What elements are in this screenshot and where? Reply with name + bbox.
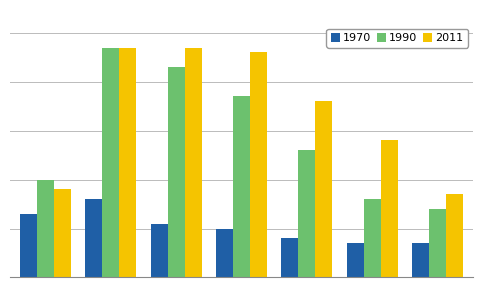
- Legend: 1970, 1990, 2011: 1970, 1990, 2011: [327, 29, 468, 48]
- Bar: [168, 67, 185, 277]
- Bar: [446, 194, 463, 277]
- Bar: [381, 140, 398, 277]
- Bar: [102, 48, 119, 277]
- Bar: [364, 199, 381, 277]
- Bar: [429, 209, 446, 277]
- Bar: [20, 214, 37, 277]
- Bar: [281, 238, 298, 277]
- Bar: [412, 243, 429, 277]
- Bar: [298, 150, 315, 277]
- Bar: [151, 224, 168, 277]
- Bar: [85, 199, 102, 277]
- Bar: [233, 97, 250, 277]
- Bar: [347, 243, 364, 277]
- Bar: [315, 101, 332, 277]
- Bar: [37, 180, 54, 277]
- Bar: [185, 48, 202, 277]
- Bar: [119, 48, 136, 277]
- Bar: [250, 53, 267, 277]
- Bar: [216, 229, 233, 277]
- Bar: [54, 189, 71, 277]
